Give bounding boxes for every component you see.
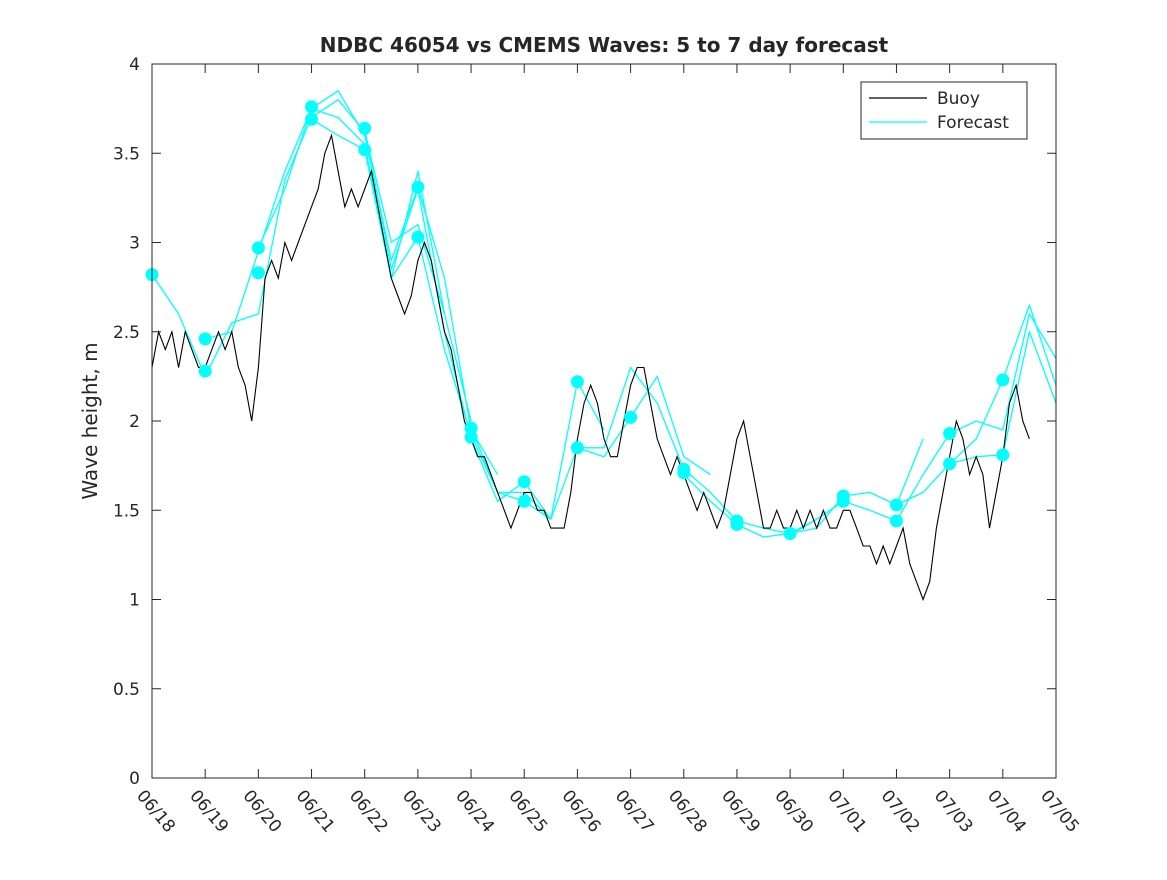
x-tick-label: 06/19 [185,786,232,836]
x-tick-label: 06/20 [239,786,286,836]
forecast-marker [358,121,372,135]
forecast-marker [251,266,265,280]
legend-label-forecast: Forecast [937,113,1009,133]
y-tick-label: 0 [129,769,140,789]
y-tick-label: 0.5 [113,680,140,700]
x-tick-label: 07/01 [823,786,870,836]
forecast-marker [624,410,638,424]
forecast-marker [517,494,531,508]
forecast-marker [305,100,318,114]
forecast-marker [411,230,425,244]
x-tick-label: 06/18 [132,786,179,836]
forecast-marker [943,457,957,471]
forecast-marker [517,475,531,489]
x-tick-label: 06/27 [611,786,658,836]
forecast-marker [996,448,1010,462]
x-tick-label: 06/21 [292,786,339,836]
forecast-marker [783,527,797,540]
forecast-marker [943,427,957,440]
forecast-marker [358,143,372,157]
forecast-marker [305,112,318,126]
x-tick-label: 06/28 [664,786,711,836]
legend-box [860,81,1028,140]
forecast-marker [890,514,903,528]
plot-area [152,64,1056,778]
x-tick-label: 07/02 [877,786,924,836]
forecast-marker [730,518,744,531]
forecast-marker [836,494,850,508]
x-tick-label: 06/24 [451,786,498,836]
series-layer [151,90,1057,602]
y-tick-label: 1.5 [113,501,140,521]
legend-label-buoy: Buoy [937,89,980,109]
y-tick-label: 3 [129,234,140,254]
forecast-marker [198,332,212,346]
y-axis-label: Wave height, m [78,342,102,499]
y-tick-label: 2 [129,412,140,432]
forecast-marker [251,241,265,255]
legend: Buoy Forecast [860,81,1028,140]
y-tick-label: 3.5 [113,144,140,164]
forecast-marker [570,441,584,455]
marker-layer [145,100,1010,540]
y-tick-label: 1 [129,591,140,611]
forecast-line [364,128,605,520]
y-tick-label: 4 [129,55,140,75]
forecast-marker [890,498,903,512]
x-tick-label: 06/29 [717,786,764,836]
forecast-marker [411,180,425,194]
forecast-line [896,304,1057,506]
buoy-line [151,133,1030,602]
chart-title: NDBC 46054 vs CMEMS Waves: 5 to 7 day fo… [320,33,889,57]
x-tick-label: 07/05 [1036,786,1083,836]
forecast-marker [677,466,691,480]
forecast-marker [464,421,478,435]
forecast-line [470,375,711,520]
forecast-marker [996,373,1010,387]
x-tick-label: 06/23 [398,786,445,836]
x-tick-label: 07/03 [930,786,977,836]
forecast-marker [464,430,478,444]
x-tick-label: 06/22 [345,786,392,836]
x-tick-label: 06/26 [558,786,605,836]
x-tick-label: 07/04 [983,786,1030,836]
forecast-marker [198,364,212,378]
y-axis: 0 0.5 1 1.5 2 2.5 3 3.5 4 [113,55,1056,789]
forecast-line [683,438,924,538]
forecast-line [789,313,1057,536]
y-tick-label: 2.5 [113,323,140,343]
x-tick-label: 06/25 [504,786,551,836]
forecast-marker [570,375,584,389]
forecast-line [311,118,552,520]
forecast-line [577,366,818,535]
x-tick-label: 06/30 [770,786,817,836]
